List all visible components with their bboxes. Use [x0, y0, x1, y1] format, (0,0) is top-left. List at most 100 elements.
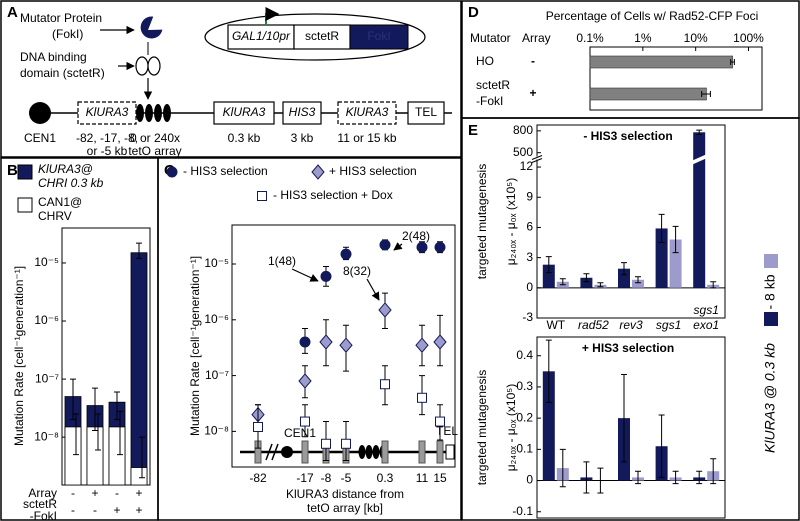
legend-label: KlURA3 @ 0.3 kb — [762, 343, 778, 453]
note: 0 or 240x — [130, 131, 180, 145]
x-tick-label: sgs1 — [656, 318, 681, 332]
y-tick-label: 10⁻⁶ — [204, 312, 229, 326]
error-bar — [658, 213, 665, 244]
x-tick-label: 10% — [684, 31, 708, 45]
error-bar — [583, 273, 590, 283]
plot-frame — [536, 124, 726, 319]
y-axis-label: targeted mutagenesis — [475, 164, 489, 279]
y-tick-label: 0.4 — [516, 348, 533, 362]
plasmid — [204, 13, 426, 61]
y-tick-label: 12 — [520, 159, 534, 173]
gene-box — [293, 24, 351, 50]
track-teto — [372, 445, 380, 459]
annotation: 1(48) — [268, 254, 296, 268]
panel-frame — [157, 157, 462, 521]
y-tick-label: 9 — [526, 189, 533, 203]
bar — [589, 87, 707, 101]
error-bar — [136, 242, 142, 259]
bar — [693, 132, 706, 288]
point — [416, 241, 428, 253]
track-centromere — [281, 446, 293, 458]
x-axis-label: tetO array [kb] — [307, 501, 383, 515]
plasmid-label: GAL1/10pr — [232, 29, 291, 43]
error-bar — [597, 467, 604, 494]
x-tick-label: sgs1 — [694, 303, 719, 317]
note: -82, -17, -8, — [76, 131, 138, 145]
bar — [542, 264, 555, 288]
bar — [108, 426, 126, 486]
x-tick-label: -17 — [296, 471, 314, 485]
point — [435, 416, 445, 427]
x-tick-label: 0.3 — [377, 471, 394, 485]
legend-label: - HIS3 selection + Dox — [273, 188, 393, 202]
error-bar — [117, 410, 123, 456]
x-tick-label: 1% — [634, 31, 652, 45]
plot-frame — [536, 336, 726, 519]
gene-box — [337, 101, 397, 125]
error-bar — [672, 225, 679, 254]
row-label: sctetR — [476, 78, 510, 92]
track-gene — [381, 440, 389, 464]
x-tick-label: -82 — [249, 471, 267, 485]
panel-label: E — [468, 122, 478, 139]
centromere — [29, 102, 51, 124]
error-bar — [635, 470, 641, 485]
chromosome-label: KlURA3 — [223, 105, 266, 119]
protein-label: Mutator Protein — [20, 11, 102, 25]
track-gene — [301, 440, 309, 464]
error-bar — [696, 129, 703, 135]
column-label: Mutator — [470, 31, 511, 45]
plot-frame — [589, 46, 763, 111]
note: 0.3 kb — [228, 131, 261, 145]
condition-value: + — [135, 486, 142, 500]
condition-value: + — [91, 486, 98, 500]
point — [339, 337, 353, 354]
x-tick-label: rev3 — [619, 318, 643, 332]
y-axis-label: Mutation Rate [cell⁻¹generation⁻¹] — [12, 266, 26, 446]
condition-value: - — [71, 503, 75, 517]
legend-label: + HIS3 selection — [329, 164, 417, 178]
y-tick-label: -0.1 — [512, 504, 533, 518]
x-tick-label: 11 — [416, 471, 429, 485]
row-label: -FokI — [476, 94, 503, 108]
plot-frame — [231, 224, 456, 468]
point — [319, 334, 333, 350]
bar — [618, 268, 630, 288]
gene-box — [282, 101, 322, 125]
point — [300, 416, 310, 427]
track-label: TEL — [436, 424, 458, 438]
bar — [589, 55, 733, 69]
y-tick-label: 10⁻⁵ — [204, 256, 229, 270]
annotation-arrow — [393, 242, 403, 251]
track-gene — [436, 440, 444, 464]
track-teto — [358, 445, 366, 459]
error-bar — [696, 470, 703, 485]
domain-label: DNA binding — [20, 50, 87, 64]
bar — [632, 279, 644, 288]
error-bar — [70, 378, 76, 421]
panel-label: D — [468, 4, 479, 21]
teto — [163, 104, 171, 122]
x-tick-label: -5 — [341, 471, 352, 485]
error-bar — [114, 391, 120, 421]
point — [253, 421, 263, 432]
y-tick-label: -3 — [522, 310, 533, 324]
point — [415, 337, 429, 354]
annotation: 2(48) — [402, 229, 430, 243]
error-bar — [559, 448, 566, 488]
diagram: Mutator Protein (FokI) DNA binding domai… — [20, 7, 452, 158]
tetr-icon — [135, 56, 149, 76]
y-tick-label: 500 — [513, 145, 533, 159]
y-tick-label: 0.3 — [516, 379, 533, 393]
point — [417, 392, 427, 403]
condition-value: - — [115, 486, 119, 500]
point — [434, 241, 446, 253]
error-bar — [95, 413, 101, 451]
chromosome-label: TEL — [415, 105, 437, 119]
y-tick-label: 10⁻⁷ — [205, 368, 229, 382]
y-tick-label: 10⁻⁸ — [204, 424, 229, 438]
condition-label: Array — [28, 486, 57, 500]
track-label: CEN1 — [284, 426, 316, 440]
bar — [64, 426, 82, 486]
x-tick-label: rad52 — [578, 318, 609, 332]
